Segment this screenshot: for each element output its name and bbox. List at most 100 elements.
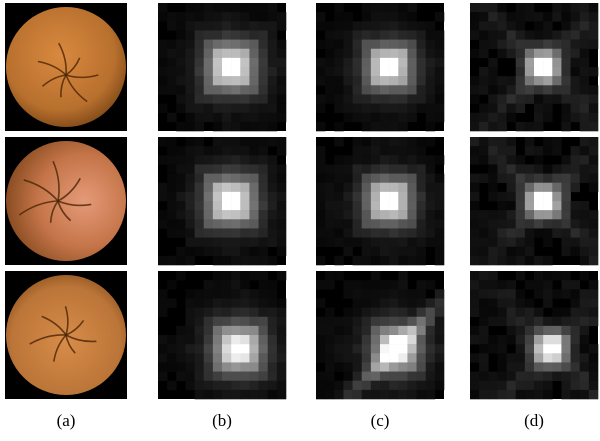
heatmap-cell (488, 390, 497, 399)
heatmap-cell (543, 219, 552, 228)
heatmap-cell (334, 21, 343, 30)
heatmap-cell (380, 58, 389, 67)
heatmap-cell (534, 390, 543, 399)
heatmap-cell (426, 344, 435, 353)
heatmap-cell (240, 164, 249, 173)
heatmap-cell (231, 308, 240, 317)
heatmap-cell (407, 228, 416, 237)
heatmap-cell (204, 67, 213, 76)
heatmap-cell (488, 12, 497, 21)
heatmap-cell (334, 40, 343, 49)
heatmap-cell (488, 155, 497, 164)
heatmap-cell (204, 174, 213, 183)
heatmap-cell (185, 155, 194, 164)
heatmap-cell (176, 49, 185, 58)
heatmap-cell (158, 256, 167, 265)
heatmap-cell (389, 247, 398, 256)
heatmap-cell (240, 289, 249, 298)
heatmap-cell (249, 155, 258, 164)
heatmap-cell (249, 183, 258, 192)
heatmap-cell (571, 30, 580, 39)
heatmap-cell (417, 372, 426, 381)
heatmap-cell (516, 335, 525, 344)
heatmap-cell (552, 201, 561, 210)
heatmap-cell (222, 308, 231, 317)
heatmap-cell (561, 289, 570, 298)
heatmap-cell (353, 317, 362, 326)
heatmap-cell (589, 362, 598, 371)
heatmap-cell (240, 3, 249, 12)
heatmap-cell (398, 344, 407, 353)
heatmap-cell (231, 3, 240, 12)
heatmap-cell (488, 174, 497, 183)
heatmap-cell (571, 58, 580, 67)
heatmap-cell (516, 104, 525, 113)
heatmap-cell (277, 58, 286, 67)
heatmap-cell (571, 390, 580, 399)
heatmap-cell (398, 76, 407, 85)
heatmap-cell (479, 122, 488, 131)
heatmap-cell (195, 155, 204, 164)
heatmap-cell (371, 85, 380, 94)
heatmap-cell (398, 146, 407, 155)
heatmap-cell (231, 317, 240, 326)
heatmap-cell (435, 362, 444, 371)
heatmap-cell (213, 155, 222, 164)
heatmap-cell (479, 137, 488, 146)
heatmap-cell (268, 256, 277, 265)
heatmap-cell (470, 137, 479, 146)
heatmap-cell (534, 76, 543, 85)
heatmap-cell (176, 146, 185, 155)
heatmap-cell (543, 192, 552, 201)
heatmap-cell (417, 228, 426, 237)
heatmap-cell (534, 353, 543, 362)
heatmap-cell (561, 210, 570, 219)
heatmap-cell (185, 298, 194, 307)
heatmap-cell (561, 344, 570, 353)
heatmap-cell (516, 219, 525, 228)
heatmap-cell (534, 362, 543, 371)
heatmap-cell (249, 21, 258, 30)
heatmap-cell (158, 372, 167, 381)
heatmap-cell (325, 174, 334, 183)
heatmap-cell (435, 183, 444, 192)
heatmap-cell (231, 67, 240, 76)
heatmap-cell (268, 67, 277, 76)
heatmap-cell (426, 174, 435, 183)
heatmap-cell (497, 164, 506, 173)
heatmap-cell (213, 298, 222, 307)
heatmap-cell (222, 219, 231, 228)
heatmap-cell (204, 183, 213, 192)
heatmap-cell (231, 344, 240, 353)
heatmap-cell (561, 155, 570, 164)
heatmap-cell (240, 85, 249, 94)
heatmap-cell (488, 335, 497, 344)
heatmap-cell (158, 192, 167, 201)
heatmap-cell (334, 174, 343, 183)
heatmap-cell (488, 122, 497, 131)
heatmap-cell (277, 362, 286, 371)
heatmap-cell (389, 219, 398, 228)
heatmap-cell (389, 137, 398, 146)
heatmap-cell (362, 210, 371, 219)
heatmap-cell (589, 67, 598, 76)
heatmap-cell (176, 326, 185, 335)
heatmap-cell (589, 40, 598, 49)
heatmap-cell (268, 183, 277, 192)
heatmap-cell (488, 247, 497, 256)
heatmap-cell (380, 372, 389, 381)
heatmap-cell (231, 335, 240, 344)
heatmap-cell (534, 155, 543, 164)
heatmap-cell (176, 40, 185, 49)
heatmap-cell (507, 155, 516, 164)
heatmap-cell (497, 289, 506, 298)
heatmap-cell (589, 155, 598, 164)
heatmap-cell (497, 353, 506, 362)
heatmap-cell (516, 308, 525, 317)
heatmap-cell (426, 164, 435, 173)
heatmap-cell (316, 192, 325, 201)
heatmap-cell (362, 353, 371, 362)
heatmap-cell (231, 372, 240, 381)
heatmap-cell (507, 164, 516, 173)
heatmap-cell (259, 58, 268, 67)
